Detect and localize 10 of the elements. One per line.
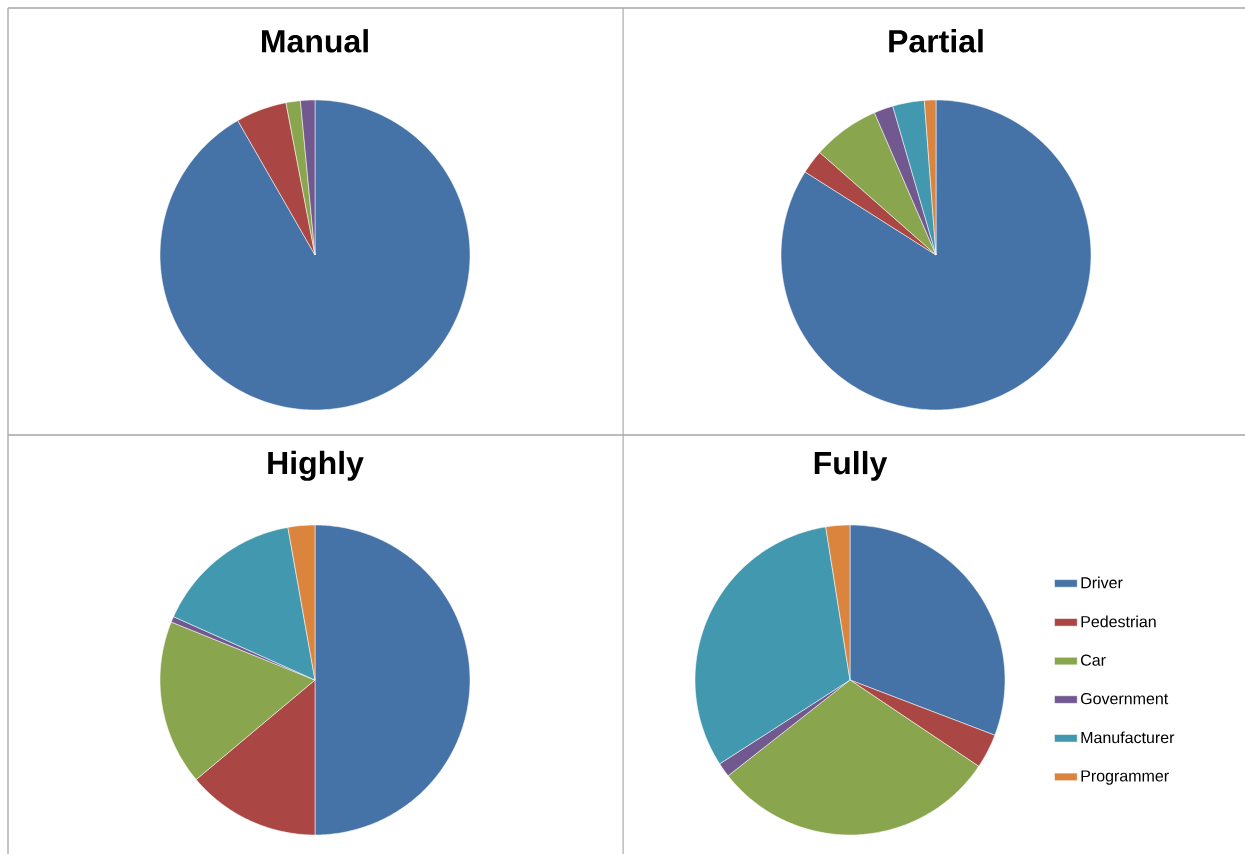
legend-label: Pedestrian — [1081, 615, 1156, 628]
legend-label: Government — [1080, 692, 1169, 705]
chart-title: Manual — [262, 29, 368, 53]
legend-label: Programmer — [1081, 770, 1169, 785]
chart-title: Fully — [814, 450, 888, 481]
legend-label: Car — [1081, 654, 1106, 666]
legend-label: Driver — [1081, 576, 1123, 589]
chart-title: Partial — [889, 29, 983, 53]
chart-title: Highly — [268, 450, 364, 481]
legend-label: Manufacturer — [1081, 731, 1175, 744]
